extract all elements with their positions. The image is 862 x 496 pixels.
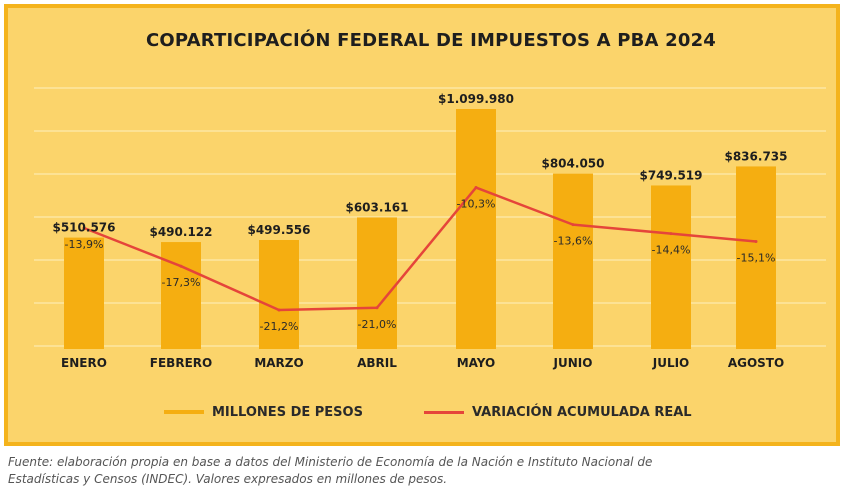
x-tick-label: ABRIL — [357, 356, 397, 370]
x-tick-label: FEBRERO — [150, 356, 212, 370]
legend-item-line: VARIACIÓN ACUMULADA REAL — [424, 398, 692, 426]
line-point — [375, 306, 379, 310]
bar-value-label: $603.161 — [345, 200, 408, 214]
line-point — [179, 264, 183, 268]
variation-line — [82, 186, 758, 312]
line-value-label: -13,6% — [554, 235, 593, 248]
x-tick-label: MAYO — [457, 356, 496, 370]
line-value-label: -17,3% — [162, 276, 201, 289]
chart-panel — [4, 4, 840, 446]
footnote-line-2: Estadísticas y Censos (INDEC). Valores e… — [8, 472, 448, 486]
bar-marzo — [259, 240, 299, 349]
line-point — [474, 186, 478, 190]
line-value-label: -15,1% — [737, 251, 776, 264]
line-value-label: -14,4% — [652, 244, 691, 257]
bar-junio — [553, 173, 593, 349]
x-tick-label: MARZO — [254, 356, 303, 370]
legend: MILLONES DE PESOS VARIACIÓN ACUMULADA RE… — [0, 398, 862, 426]
line-value-label: -13,9% — [65, 238, 104, 251]
variation-line-path — [83, 186, 757, 312]
bar-value-label: $510.576 — [52, 221, 115, 235]
line-point — [669, 232, 673, 236]
bar-value-label: $836.735 — [724, 149, 787, 163]
x-tick-label: JULIO — [652, 356, 690, 370]
line-point — [82, 226, 86, 230]
chart-title: COPARTICIPACIÓN FEDERAL DE IMPUESTOS A P… — [145, 30, 717, 51]
source-footnote: Fuente: elaboración propia en base a dat… — [8, 454, 848, 488]
bar-agosto — [736, 166, 776, 349]
line-point — [754, 239, 758, 243]
bar-enero — [64, 237, 104, 349]
legend-bar-label: MILLONES DE PESOS — [212, 404, 363, 420]
line-point — [277, 308, 281, 312]
bar-febrero — [161, 242, 201, 349]
bar-mayo — [456, 109, 496, 349]
bar-value-label: $804.050 — [541, 157, 604, 171]
legend-line-swatch — [424, 410, 464, 414]
bar-value-label: $749.519 — [639, 168, 702, 182]
bar-value-label: $1.099.980 — [438, 92, 514, 106]
bar-value-label: $490.122 — [149, 225, 212, 239]
data-labels: $510.576 ENERO $490.122 FEBRERO $499.556 MARZ… — [52, 92, 787, 370]
line-value-label: -21,0% — [358, 318, 397, 331]
x-tick-label: AGOSTO — [728, 356, 784, 370]
legend-bar-swatch — [164, 410, 204, 414]
bars — [64, 109, 776, 349]
grid-lines — [34, 87, 826, 347]
x-tick-label: JUNIO — [553, 356, 593, 370]
legend-line-label: VARIACIÓN ACUMULADA REAL — [472, 404, 692, 420]
line-value-label: -10,3% — [457, 198, 496, 211]
bar-value-label: $499.556 — [247, 223, 310, 237]
bar-julio — [651, 185, 691, 349]
legend-item-bars: MILLONES DE PESOS — [164, 398, 363, 426]
chart-plot: $510.576 ENERO $490.122 FEBRERO $499.556 MARZ… — [34, 87, 826, 370]
footnote-line-1: Fuente: elaboración propia en base a dat… — [8, 455, 653, 469]
line-point — [571, 223, 575, 227]
bar-abril — [357, 217, 397, 349]
x-tick-label: ENERO — [61, 356, 107, 370]
line-value-label: -21,2% — [260, 320, 299, 333]
